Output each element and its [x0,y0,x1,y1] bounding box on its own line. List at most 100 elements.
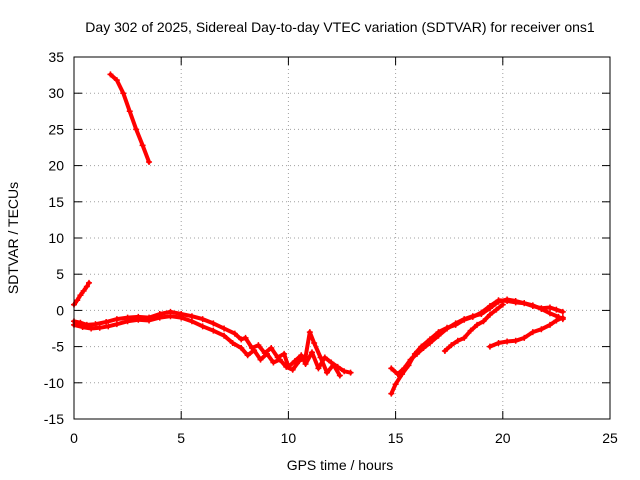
data-point [474,321,481,328]
y-tick-label: 10 [48,230,64,246]
data-point [452,320,459,327]
y-tick-label: -5 [52,339,65,355]
data-point [133,126,140,133]
data-point [270,359,277,366]
data-point [113,77,120,84]
data-series [71,71,566,397]
data-point [296,358,303,365]
x-tick-label: 25 [602,430,618,446]
data-point [221,332,228,339]
data-point [441,347,448,354]
x-tick-label: 15 [388,430,404,446]
data-point [103,318,110,325]
data-point [461,334,468,341]
data-point [469,313,476,320]
data-point [283,363,290,370]
data-point [139,142,146,149]
chart-title: Day 302 of 2025, Sidereal Day-to-day VTE… [85,19,595,35]
x-tick-label: 20 [495,430,511,446]
data-point [167,313,174,320]
data-point [553,306,560,313]
data-point [317,354,324,361]
series-arc-1 [108,72,151,164]
data-point [388,390,395,397]
y-tick-label: -15 [44,411,64,427]
data-point [77,292,84,299]
data-point [486,305,493,312]
data-point [146,317,153,324]
data-point [480,318,487,325]
data-point [553,317,560,324]
data-point [107,71,114,78]
data-point [529,303,536,310]
y-tick-label: 35 [48,49,64,65]
data-point [330,361,337,368]
data-point [113,321,120,328]
data-point [120,90,127,97]
data-point [105,323,112,330]
y-tick-label: 15 [48,194,64,210]
data-point [86,279,93,286]
data-point [79,324,86,331]
data-point [336,372,343,379]
data-point [263,350,270,357]
data-point [559,314,566,321]
data-point [454,337,461,344]
series-arc-6 [487,315,565,349]
y-tick-label: 30 [48,85,64,101]
data-point [229,339,236,346]
series-arc-3b [72,314,342,378]
data-point [538,326,545,333]
data-point [546,304,553,311]
y-tick-label: 5 [56,266,64,282]
data-point [156,314,163,321]
grid [74,57,610,419]
data-point [302,360,309,367]
data-point [559,308,566,315]
data-point [113,316,120,323]
y-axis-label: SDTVAR / TECUs [5,182,21,294]
data-point [521,300,528,307]
data-point [420,345,427,352]
data-point [188,313,195,320]
data-point [546,321,553,328]
data-point [124,318,131,325]
data-point [135,316,142,323]
data-point [401,365,408,372]
x-tick-label: 10 [281,430,297,446]
data-point [251,347,258,354]
plot-frame [73,56,611,420]
data-point [302,353,309,360]
data-point [231,330,238,337]
data-point [435,332,442,339]
data-point [281,350,288,357]
data-point [426,339,433,346]
y-tick-label: 25 [48,121,64,137]
y-tick-label: 0 [56,302,64,318]
data-point [529,329,536,336]
data-point [178,314,185,321]
data-point [486,311,493,318]
data-point [448,342,455,349]
data-point [242,334,249,341]
y-tick-label: 20 [48,158,64,174]
data-point [504,296,511,303]
data-point [74,297,81,304]
data-point [289,366,296,373]
data-point [495,339,502,346]
data-point [521,334,528,341]
data-point [323,369,330,376]
data-point [538,305,545,312]
series-arc-5 [442,302,505,353]
data-point [88,325,95,332]
data-point [388,365,395,372]
y-tick-label: -10 [44,375,64,391]
data-point [512,337,519,344]
data-point [244,352,251,359]
x-axis-label: GPS time / hours [287,457,394,473]
data-point [392,381,399,388]
data-point [146,158,153,165]
data-point [188,318,195,325]
data-point [210,327,217,334]
data-point [444,325,451,332]
